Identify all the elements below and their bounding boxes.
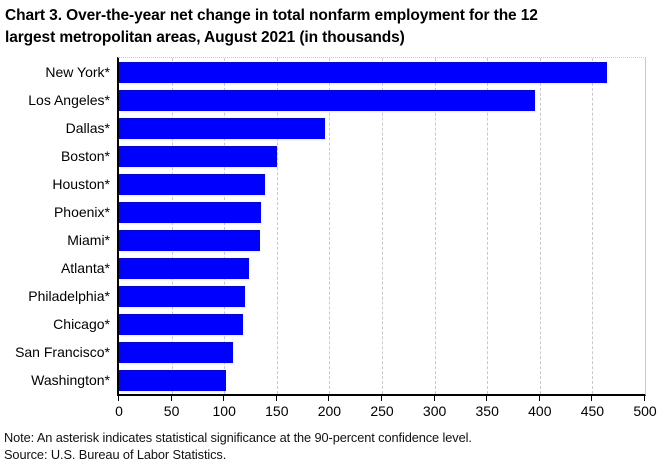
gridline bbox=[276, 58, 278, 394]
bar bbox=[119, 117, 326, 139]
bar bbox=[119, 173, 266, 195]
gridline bbox=[487, 58, 489, 394]
x-axis-tick-mark bbox=[223, 394, 225, 401]
note-text: Note: An asterisk indicates statistical … bbox=[4, 430, 472, 445]
x-tick-label: 100 bbox=[212, 403, 236, 419]
y-category-label: Philadelphia* bbox=[28, 288, 110, 304]
x-axis-tick-labels: 0 50 100 150 200 250 300 350 400 450 500 bbox=[115, 403, 657, 421]
y-category-label: Dallas* bbox=[65, 120, 110, 136]
x-axis-tick-mark bbox=[381, 394, 382, 401]
y-category-label: Chicago* bbox=[53, 316, 110, 332]
bar bbox=[119, 89, 535, 111]
bar bbox=[119, 201, 262, 223]
x-tick-label: 400 bbox=[528, 403, 552, 419]
x-axis-tick-mark bbox=[275, 394, 277, 401]
y-category-label: Houston* bbox=[52, 176, 110, 192]
x-tick-label: 250 bbox=[370, 403, 394, 419]
gridline bbox=[224, 58, 226, 394]
x-axis-tick-mark bbox=[538, 394, 540, 401]
bar bbox=[119, 229, 260, 251]
chart-title: Chart 3. Over-the-year net change in tot… bbox=[5, 5, 661, 48]
plot-area bbox=[117, 57, 646, 401]
x-tick-label: 300 bbox=[422, 403, 447, 419]
y-category-label: Miami* bbox=[67, 232, 110, 248]
bar bbox=[119, 145, 277, 167]
bar bbox=[119, 285, 246, 307]
bar bbox=[119, 257, 250, 279]
gridline bbox=[382, 58, 383, 394]
chart-title-line-2: largest metropolitan areas, August 2021 … bbox=[5, 28, 405, 46]
x-tick-label: 450 bbox=[580, 403, 605, 419]
gridline bbox=[592, 58, 594, 394]
gridline bbox=[329, 58, 331, 394]
y-category-label: Atlanta* bbox=[60, 260, 110, 276]
chart-title-line-1: Chart 3. Over-the-year net change in tot… bbox=[5, 7, 538, 24]
x-tick-label: 50 bbox=[163, 403, 180, 419]
bar bbox=[119, 369, 227, 391]
bar bbox=[119, 61, 608, 83]
x-axis-tick-mark bbox=[644, 394, 645, 401]
gridline bbox=[434, 58, 436, 394]
x-axis-tick-mark bbox=[170, 394, 172, 401]
y-category-label: Boston* bbox=[60, 148, 110, 164]
y-category-label: Los Angeles* bbox=[28, 92, 110, 108]
y-category-label: Phoenix* bbox=[53, 204, 110, 220]
x-tick-label: 150 bbox=[265, 403, 289, 419]
gridline bbox=[539, 58, 541, 394]
x-axis-tick-mark bbox=[486, 394, 488, 401]
x-tick-label: 350 bbox=[475, 403, 499, 419]
x-axis-tick-mark bbox=[328, 394, 330, 401]
bar bbox=[119, 313, 244, 335]
x-axis-tick-mark bbox=[118, 394, 119, 401]
y-category-label: New York* bbox=[45, 64, 110, 80]
gridline bbox=[171, 58, 173, 394]
x-tick-label: 200 bbox=[317, 403, 342, 419]
bar bbox=[119, 341, 233, 363]
x-axis-tick-mark bbox=[433, 394, 435, 401]
x-tick-label: 500 bbox=[633, 403, 657, 419]
x-axis-tick-mark bbox=[591, 394, 593, 401]
y-category-label: San Francisco* bbox=[15, 344, 110, 360]
y-axis-labels: New York* Los Angeles* Dallas* Boston* Houst… bbox=[0, 58, 110, 394]
source-text: Source: U.S. Bureau of Labor Statistics. bbox=[4, 447, 227, 462]
y-category-label: Washington* bbox=[31, 372, 110, 388]
x-tick-label: 0 bbox=[115, 403, 123, 419]
